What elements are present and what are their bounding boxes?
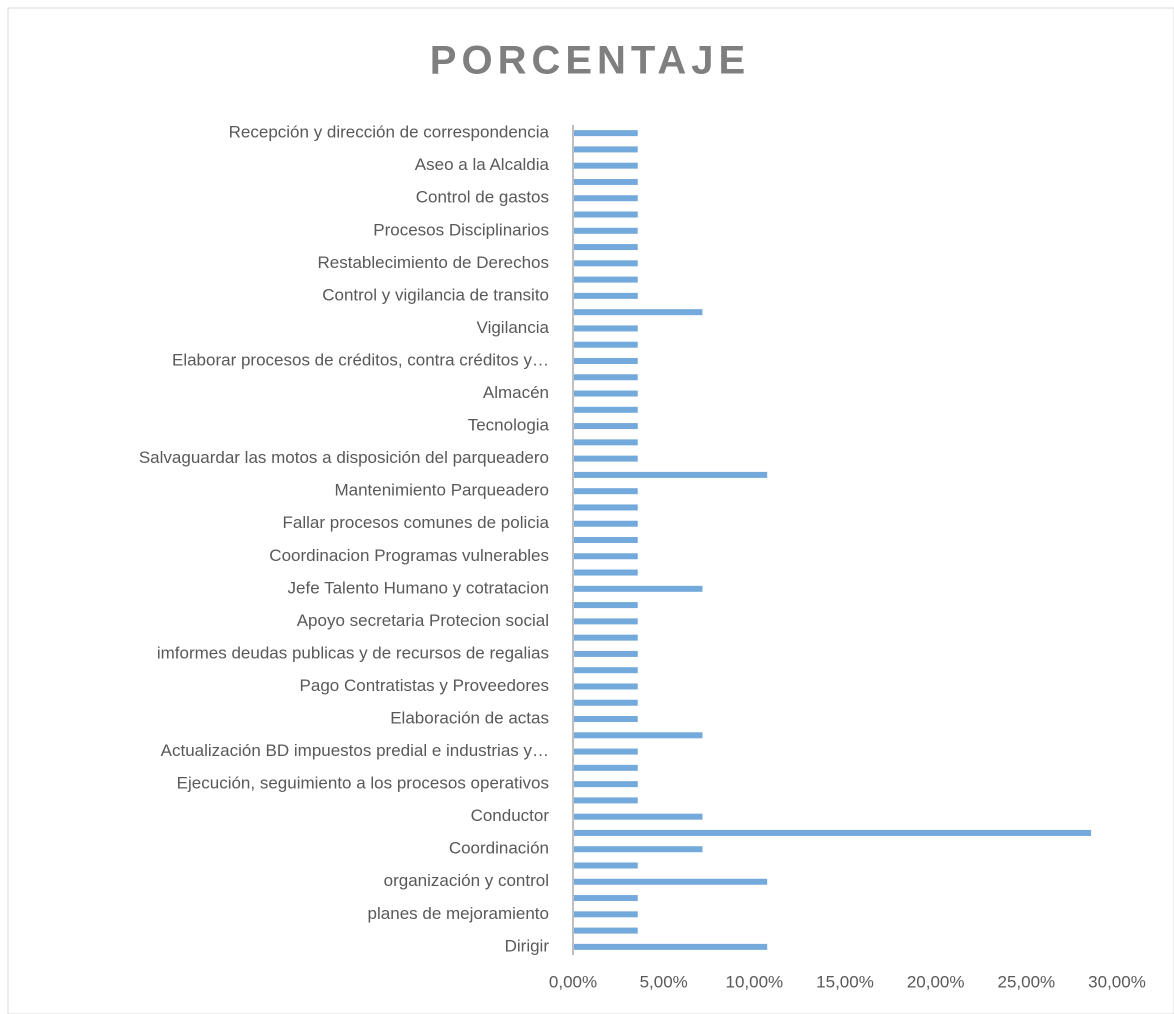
bar — [573, 195, 638, 202]
y-tick-label: organización y control — [384, 871, 549, 890]
y-tick-label: Pago Contratistas y Proveedores — [300, 676, 549, 695]
y-tick-label: Ejecución, seguimiento a los procesos op… — [177, 774, 549, 793]
y-tick-label: Coordinación — [449, 839, 549, 858]
bar — [573, 781, 638, 788]
y-tick-label: Control y vigilancia de transito — [322, 285, 549, 304]
bar — [573, 357, 638, 364]
y-tick-label: Dirigir — [505, 936, 550, 955]
bar — [573, 374, 638, 381]
x-tick-label: 20,00% — [907, 972, 965, 991]
chart-title: PORCENTAJE — [430, 39, 750, 83]
y-tick-label: planes de mejoramiento — [368, 904, 549, 923]
y-tick-label: Fallar procesos comunes de policia — [283, 513, 550, 532]
bar — [573, 829, 1092, 836]
y-tick-label: Conductor — [471, 806, 550, 825]
bar — [573, 537, 638, 543]
bar — [573, 911, 638, 918]
bar — [573, 260, 638, 267]
y-tick-label: Mantenimiento Parqueadero — [334, 481, 549, 500]
bar — [573, 683, 638, 690]
y-tick-label: Control de gastos — [416, 188, 549, 207]
bar — [573, 943, 768, 950]
bar — [573, 146, 638, 153]
y-tick-label: Recepción y dirección de correspondencia — [229, 123, 550, 142]
bar — [573, 895, 638, 902]
x-tick-label: 0,00% — [549, 972, 597, 991]
bar — [573, 227, 638, 234]
bar — [573, 162, 638, 169]
bar — [573, 390, 638, 397]
bar — [573, 178, 638, 185]
y-tick-label: Elaborar procesos de créditos, contra cr… — [172, 350, 549, 369]
x-tick-label: 30,00% — [1088, 972, 1146, 991]
bar — [573, 569, 638, 576]
bar — [573, 732, 703, 739]
y-tick-label: imformes deudas publicas y de recursos d… — [157, 643, 549, 662]
bar — [573, 439, 638, 446]
x-tick-label: 5,00% — [640, 972, 688, 991]
bar — [573, 618, 638, 625]
bar — [573, 276, 638, 283]
bar — [573, 813, 703, 820]
bar — [573, 699, 638, 706]
bar — [573, 423, 638, 430]
bar — [573, 520, 638, 527]
y-tick-label: Coordinacion Programas vulnerables — [269, 546, 549, 565]
x-tick-label: 15,00% — [816, 972, 874, 991]
bar — [573, 927, 638, 934]
bar — [573, 471, 768, 478]
bar — [573, 748, 638, 755]
bar — [573, 764, 638, 771]
y-tick-label: Aseo a la Alcaldia — [415, 155, 550, 174]
x-tick-label: 25,00% — [997, 972, 1055, 991]
bar — [573, 797, 638, 804]
bar — [573, 650, 638, 657]
y-tick-label: Almacén — [483, 383, 549, 402]
bar — [573, 846, 703, 853]
y-tick-label: Procesos Disciplinarios — [373, 220, 549, 239]
y-tick-label: Tecnologia — [468, 416, 550, 435]
x-tick-label: 10,00% — [725, 972, 783, 991]
y-tick-label: Elaboración de actas — [390, 709, 549, 728]
bar — [573, 667, 638, 674]
bar — [573, 634, 638, 641]
bar — [573, 716, 638, 723]
y-tick-label: Jefe Talento Humano y cotratacion — [288, 578, 549, 597]
bar — [573, 878, 768, 885]
y-tick-label: Restablecimiento de Derechos — [317, 253, 549, 272]
bar — [573, 553, 638, 560]
bar — [573, 862, 638, 869]
bar — [573, 602, 638, 609]
bar — [573, 309, 703, 316]
bar — [573, 292, 638, 299]
bar — [573, 341, 638, 348]
bar — [573, 406, 638, 413]
y-tick-label: Vigilancia — [477, 318, 550, 337]
bar — [573, 488, 638, 495]
y-tick-label: Apoyo secretaria Protecion social — [297, 611, 549, 630]
bar — [573, 244, 638, 251]
bar — [573, 325, 638, 332]
bar — [573, 211, 638, 218]
bar — [573, 130, 638, 137]
y-tick-label: Actualización BD impuestos predial e ind… — [161, 741, 549, 760]
bar — [573, 585, 703, 592]
bar — [573, 455, 638, 462]
y-tick-label: Salvaguardar las motos a disposición del… — [139, 448, 549, 467]
bar — [573, 504, 638, 511]
